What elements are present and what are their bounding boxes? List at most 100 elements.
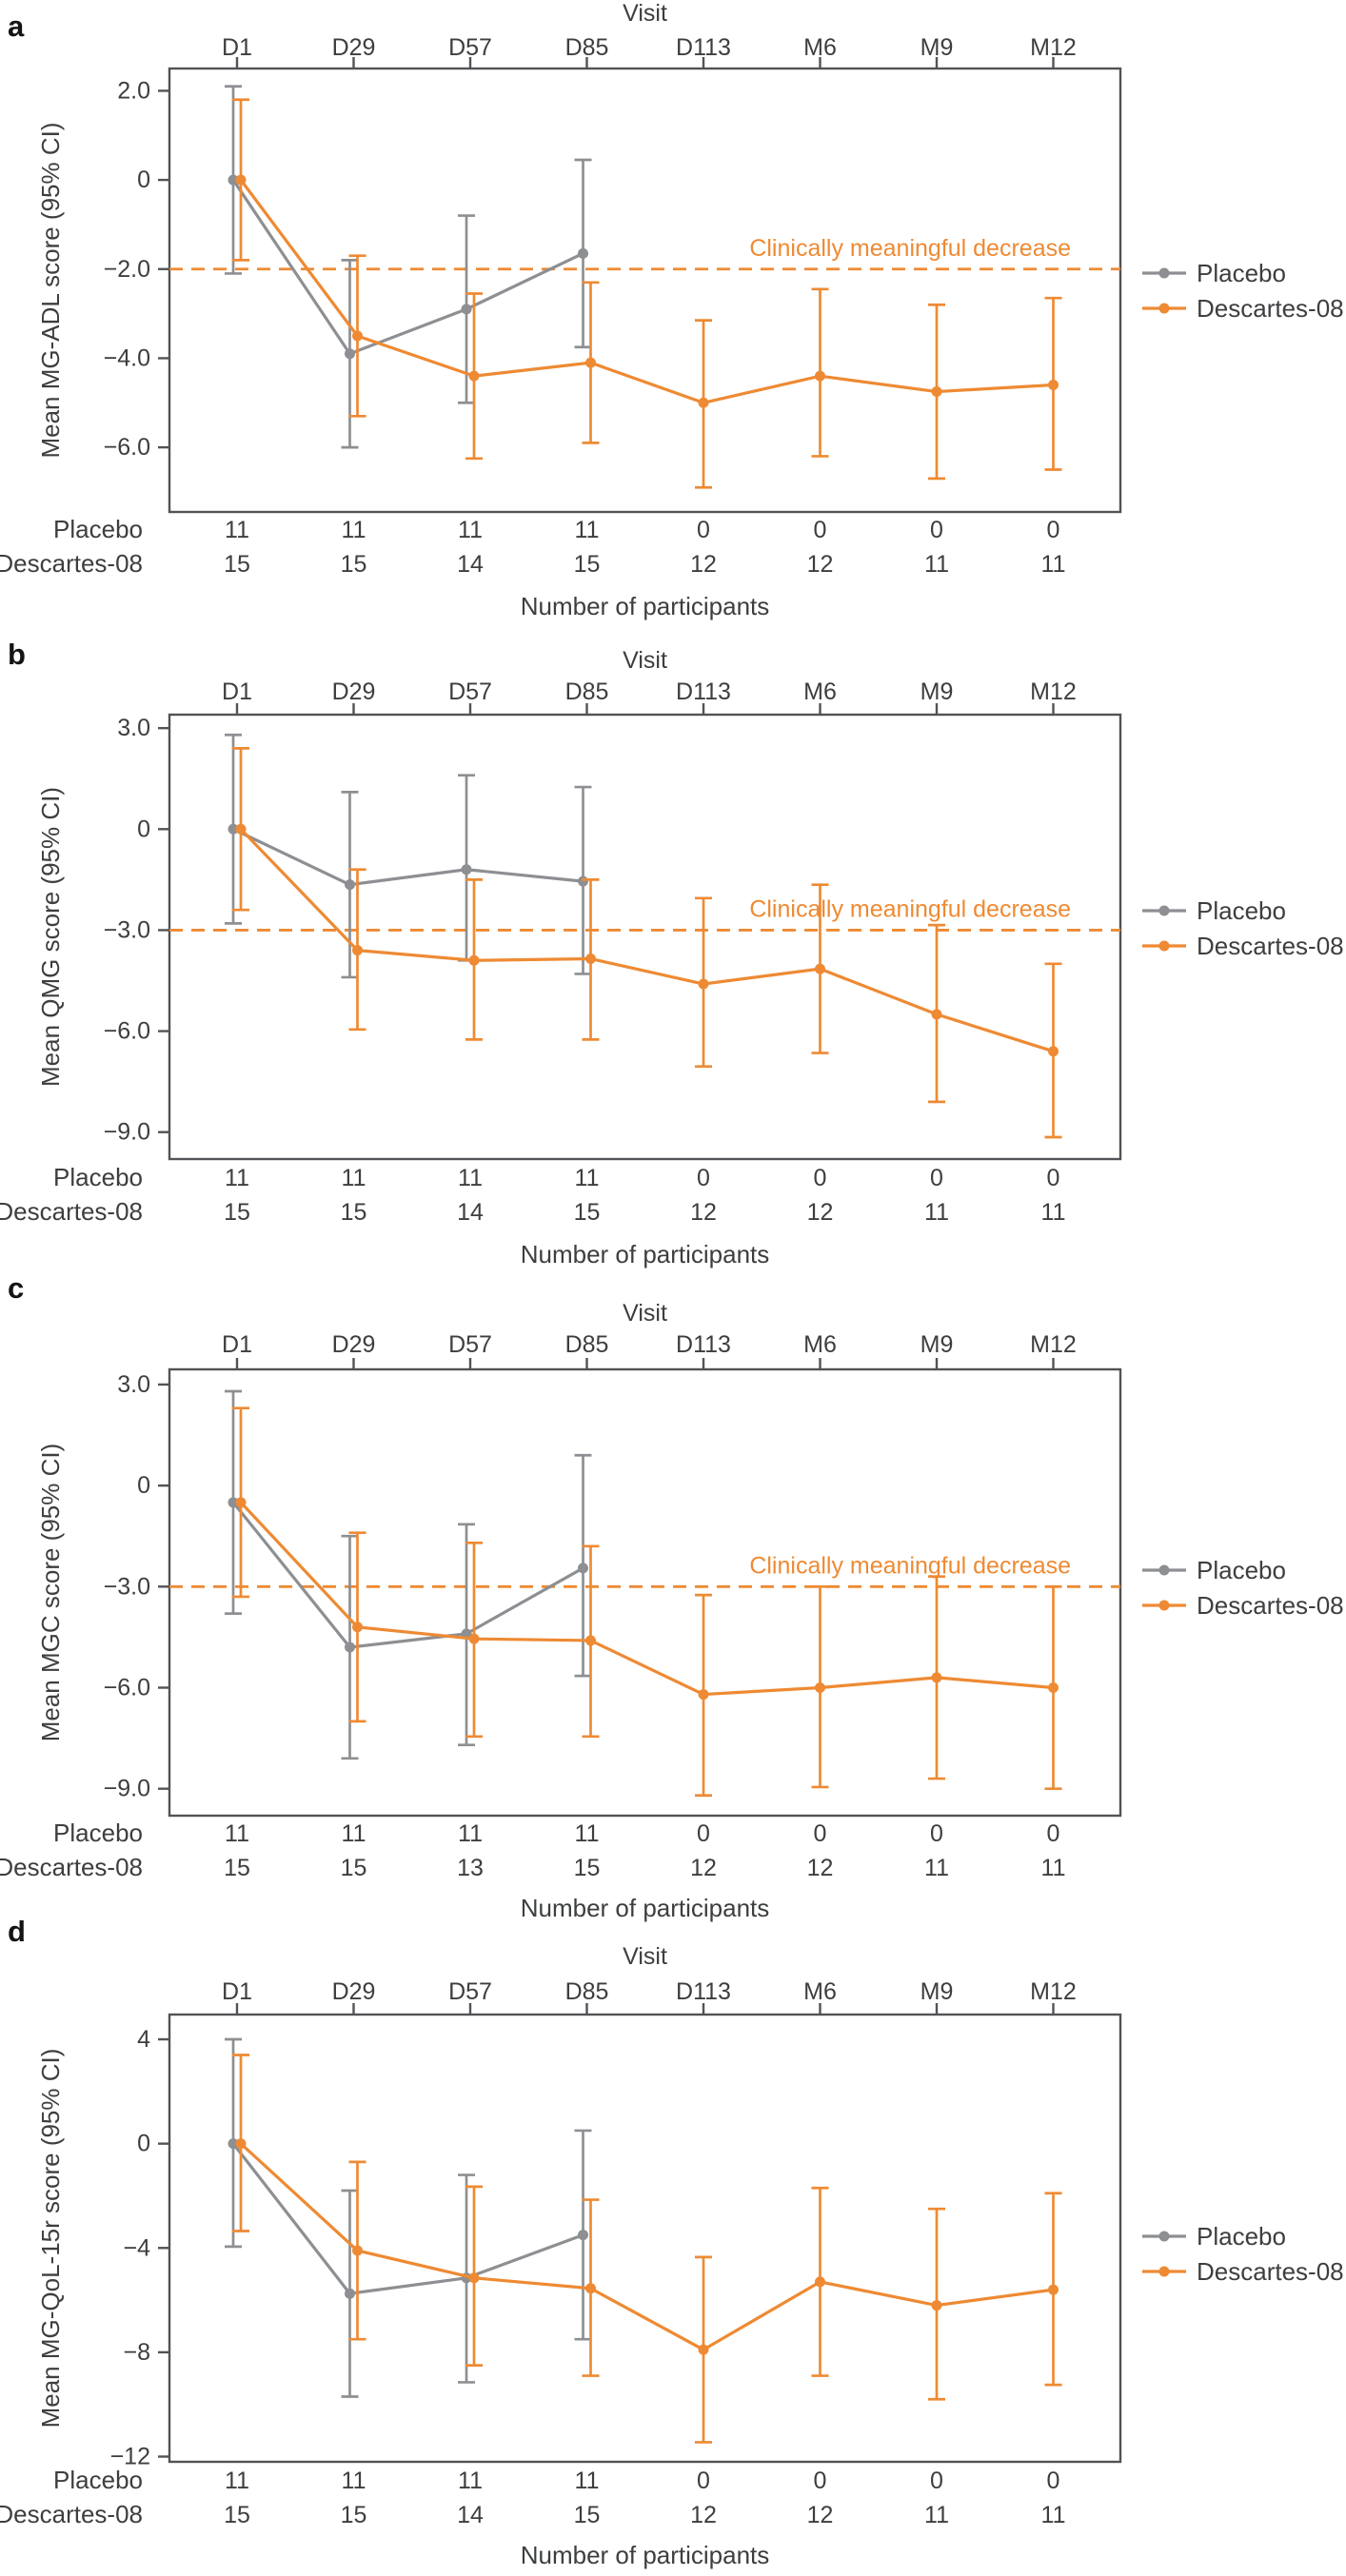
- visit-tick-label: D1: [222, 34, 252, 61]
- visit-tick-label: D1: [222, 678, 252, 705]
- participants-row-label: Descartes-08: [0, 549, 143, 578]
- y-tick-label: 3.0: [117, 715, 150, 741]
- participants-count: 15: [574, 551, 601, 578]
- data-point: [815, 963, 825, 974]
- visit-tick-label: M6: [803, 1331, 837, 1358]
- visit-tick-label: D85: [565, 1331, 609, 1358]
- participants-count: 0: [930, 1165, 943, 1191]
- legend-item: Descartes-08: [1142, 294, 1344, 323]
- data-point: [352, 945, 363, 956]
- participants-count: 15: [224, 1855, 250, 1881]
- participants-count: 11: [1041, 1855, 1066, 1881]
- data-point: [585, 953, 596, 964]
- data-point: [931, 1672, 942, 1683]
- x-axis-title: Visit: [623, 1943, 667, 1970]
- visit-tick-label: D85: [565, 34, 609, 61]
- series-descartes-08: [232, 1406, 1062, 1798]
- visit-tick-label: D57: [448, 34, 492, 61]
- participants-count: 11: [458, 2468, 483, 2494]
- data-point: [345, 2288, 355, 2299]
- participants-count: 11: [458, 517, 483, 543]
- visit-tick-label: D1: [222, 1331, 252, 1358]
- participants-count: 14: [457, 2502, 484, 2528]
- y-tick-label: 0: [137, 167, 150, 193]
- participants-count: 11: [575, 517, 600, 543]
- participants-row-label: Placebo: [53, 1163, 143, 1191]
- visit-tick-label: M12: [1030, 1331, 1077, 1358]
- visit-tick-label: D113: [676, 34, 731, 61]
- y-axis-title: Mean MGC score (95% CI): [36, 1444, 65, 1742]
- data-point: [931, 1009, 942, 1020]
- participants-count: 11: [458, 1820, 483, 1847]
- series-placebo: [225, 2037, 592, 2398]
- data-point: [228, 823, 239, 835]
- participants-count: 11: [924, 551, 949, 578]
- participants-count: 12: [807, 2502, 834, 2528]
- legend-item: Placebo: [1142, 259, 1286, 287]
- y-tick-label: 0: [137, 816, 150, 842]
- visit-tick-label: D113: [676, 1978, 731, 2005]
- legend-marker-dot: [1158, 2266, 1170, 2277]
- participants-count: 12: [690, 2502, 717, 2528]
- legend-item: Placebo: [1142, 1556, 1286, 1584]
- participants-count: 0: [930, 2468, 943, 2494]
- participants-count: 15: [341, 551, 367, 578]
- participants-axis-title: Number of participants: [521, 1894, 770, 1922]
- data-point: [1048, 1046, 1059, 1057]
- y-tick-label: 4: [137, 2026, 150, 2053]
- panel-letter: c: [8, 1271, 24, 1305]
- data-point: [815, 1681, 825, 1693]
- participants-row-label: Placebo: [53, 1819, 143, 1847]
- data-point: [461, 864, 472, 875]
- participants-count: 15: [574, 1199, 601, 1226]
- participants-count: 12: [690, 1199, 717, 1226]
- participants-count: 14: [457, 551, 484, 578]
- participants-count: 0: [1047, 517, 1060, 543]
- series-line: [239, 179, 1054, 404]
- visit-tick-label: M9: [920, 1331, 954, 1358]
- data-point: [345, 1642, 355, 1653]
- visit-tick-label: D29: [332, 1331, 376, 1358]
- y-axis-title: Mean QMG score (95% CI): [36, 787, 65, 1087]
- data-point: [235, 1497, 247, 1508]
- participants-count: 11: [575, 2468, 600, 2494]
- y-tick-label: 2.0: [117, 77, 150, 104]
- y-tick-label: −2.0: [104, 256, 150, 283]
- panel-letter: d: [8, 1915, 26, 1948]
- data-point: [228, 174, 239, 186]
- participants-count: 11: [924, 1855, 949, 1881]
- participants-count: 0: [1047, 2468, 1060, 2494]
- legend-item: Placebo: [1142, 896, 1286, 925]
- participants-count: 11: [1041, 551, 1066, 578]
- y-tick-label: −6.0: [104, 1674, 150, 1701]
- series-line: [231, 1501, 584, 1649]
- series-descartes-08: [232, 98, 1062, 489]
- x-axis-title: Visit: [623, 0, 667, 27]
- legend-marker-dot: [1158, 940, 1170, 952]
- data-point: [1048, 2284, 1059, 2295]
- participants-count: 14: [457, 1199, 484, 1226]
- participants-count: 11: [342, 2468, 366, 2494]
- participants-count: 11: [924, 2502, 949, 2528]
- legend-label: Placebo: [1197, 896, 1286, 925]
- participants-count: 0: [930, 1820, 943, 1847]
- participants-count: 12: [807, 1199, 834, 1226]
- data-point: [578, 875, 588, 887]
- participants-count: 11: [225, 517, 249, 543]
- legend-item: Descartes-08: [1142, 2257, 1344, 2286]
- y-tick-label: −8: [123, 2339, 150, 2366]
- threshold-label: Clinically meaningful decrease: [749, 1552, 1071, 1579]
- visit-tick-label: M9: [920, 678, 954, 705]
- data-point: [352, 330, 363, 342]
- participants-axis-title: Number of participants: [521, 2541, 770, 2569]
- participants-count: 0: [697, 1165, 710, 1191]
- data-point: [461, 304, 472, 315]
- y-tick-label: −4: [123, 2234, 150, 2261]
- data-point: [228, 2138, 239, 2150]
- series-line: [239, 1501, 1054, 1697]
- participants-count: 12: [690, 551, 717, 578]
- panel-letter: a: [8, 10, 25, 43]
- y-axis-title: Mean MG-QoL-15r score (95% CI): [36, 2049, 65, 2429]
- panel-a: a Visit D1 D29 D57 D85 D113 M6 M9 M12 2.0 0 −2.0 −4.0…: [0, 0, 1344, 620]
